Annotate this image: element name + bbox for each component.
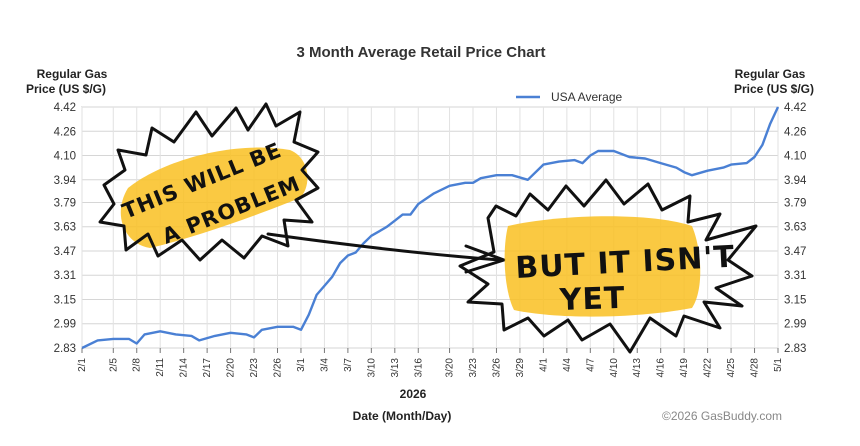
y-tick-left-label: 4.42 <box>54 102 76 114</box>
y-axis-title-left-line1: Regular Gas <box>37 67 108 81</box>
x-tick-label: 3/4 <box>319 358 330 372</box>
x-tick-label: 4/25 <box>726 358 737 378</box>
y-tick-left-label: 3.63 <box>54 222 76 234</box>
y-tick-left-label: 3.31 <box>54 270 76 282</box>
y-tick-left-label: 2.83 <box>54 343 76 355</box>
arrow-head <box>464 244 506 274</box>
y-tick-right-label: 3.15 <box>784 294 806 306</box>
y-ticks-left: 2.83 2.99 3.15 3.31 3.47 3.63 3.79 3.94 4.10 4.26… <box>54 102 77 355</box>
scribble-outline-yet <box>458 178 758 354</box>
x-tick-label: 2/8 <box>132 358 143 372</box>
x-tick-label: 4/4 <box>562 358 573 372</box>
annotation-yet-line2: YET <box>558 281 626 318</box>
x-axis-title: Date (Month/Day) <box>353 409 452 423</box>
y-tick-left-label: 3.94 <box>54 175 77 187</box>
x-tick-label: 3/29 <box>515 358 526 378</box>
y-tick-left-label: 3.47 <box>54 246 76 258</box>
x-tick-label: 5/1 <box>773 358 784 372</box>
legend: USA Average <box>516 90 622 104</box>
credit: ©2026 GasBuddy.com <box>662 409 782 423</box>
y-tick-right-label: 3.31 <box>784 270 806 282</box>
x-tick-label: 4/10 <box>609 358 620 378</box>
y-tick-left-label: 3.15 <box>54 294 76 306</box>
x-tick-label: 2/1 <box>77 358 88 372</box>
scribble-outline-problem <box>98 102 320 262</box>
arrow-shaft <box>266 232 502 262</box>
arrow <box>266 232 506 274</box>
y-axis-title-right-line1: Regular Gas <box>735 67 806 81</box>
x-tick-label: 3/23 <box>468 358 479 378</box>
x-tick-label: 4/7 <box>585 358 596 372</box>
y-tick-right-label: 4.26 <box>784 126 806 138</box>
annotation-yet: BUT IT ISN'T YET <box>458 178 758 354</box>
y-tick-right-label: 3.79 <box>784 197 806 209</box>
y-tick-left-label: 4.10 <box>54 151 76 163</box>
y-tick-right-label: 4.10 <box>784 151 806 163</box>
highlight-yet <box>504 216 701 317</box>
y-tick-right-label: 4.42 <box>784 102 806 114</box>
x-tick-label: 3/20 <box>445 358 456 378</box>
x-tick-label: 4/19 <box>679 358 690 378</box>
series-line-usa-average <box>81 106 780 350</box>
chart-title: 3 Month Average Retail Price Chart <box>297 44 546 61</box>
x-tick-label: 2/23 <box>249 358 260 378</box>
y-tick-right-label: 3.94 <box>784 175 807 187</box>
series-group <box>81 106 780 350</box>
y-tick-left-label: 3.79 <box>54 197 76 209</box>
x-tick-label: 2/20 <box>226 358 237 378</box>
x-tick-label: 2/5 <box>108 358 119 372</box>
x-ticks: 2/1 2/5 2/8 2/11 2/14 2/17 2/20 2/23 2/26 3/1 3/4 3… <box>77 358 784 378</box>
y-tick-right-label: 2.83 <box>784 343 806 355</box>
x-tick-label: 3/16 <box>413 358 424 378</box>
x-tick-label: 4/22 <box>703 358 714 378</box>
y-tick-left-label: 4.26 <box>54 126 76 138</box>
x-tick-label: 4/16 <box>656 358 667 378</box>
x-tick-label: 3/10 <box>366 358 377 378</box>
x-tick-label: 2/17 <box>202 358 213 378</box>
x-tick-label: 3/26 <box>491 358 502 378</box>
x-tick-label: 3/7 <box>343 358 354 372</box>
y-tick-right-label: 3.47 <box>784 246 806 258</box>
legend-label: USA Average <box>551 90 622 104</box>
x-tick-label: 3/13 <box>390 358 401 378</box>
x-axis-year: 2026 <box>400 387 427 401</box>
y-axis-title-right-line2: Price (US $/G) <box>734 82 814 96</box>
x-tick-label: 3/1 <box>296 358 307 372</box>
x-tick-label: 2/14 <box>179 358 190 378</box>
annotation-problem: THIS WILL BE A PROBLEM <box>98 102 320 262</box>
x-tick-label: 2/11 <box>155 358 166 377</box>
y-ticks-right: 2.83 2.99 3.15 3.31 3.47 3.63 3.79 3.94 4.10 4.26… <box>784 102 807 355</box>
x-tick-label: 4/13 <box>632 358 643 378</box>
y-tick-right-label: 3.63 <box>784 222 806 234</box>
x-tick-label: 4/28 <box>750 358 761 378</box>
y-tick-left-label: 2.99 <box>54 319 76 331</box>
y-axis-title-left-line2: Price (US $/G) <box>26 82 106 96</box>
y-tick-right-label: 2.99 <box>784 319 806 331</box>
x-tick-label: 4/1 <box>538 358 549 372</box>
x-tick-label: 2/26 <box>273 358 284 378</box>
highlight-problem <box>120 147 308 248</box>
